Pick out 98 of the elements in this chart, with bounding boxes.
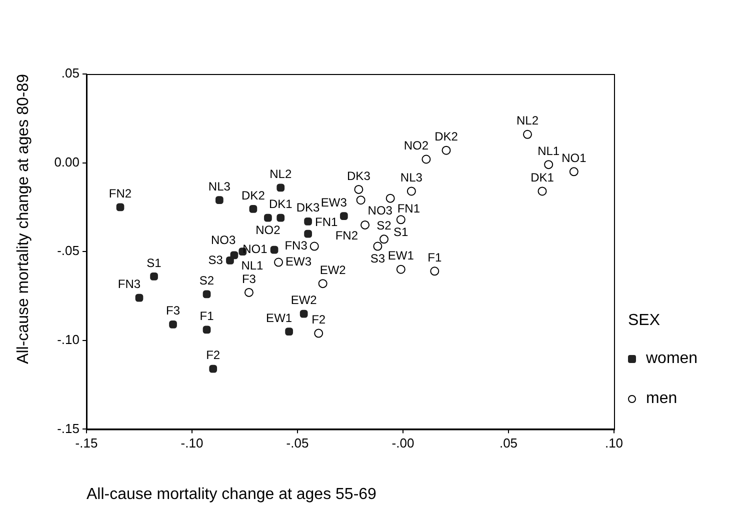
data-label: DK2 [434,130,458,144]
data-label: EW1 [388,248,414,263]
data-label: DK1 [530,170,554,185]
data-label: S1 [146,256,162,270]
data-label: EW2 [320,262,346,277]
point [270,246,278,254]
data-label: NL2 [270,166,292,181]
point [406,186,416,196]
point [202,326,211,334]
point [226,256,234,264]
point [569,167,578,176]
point [396,215,406,224]
data-label: NO2 [404,138,429,153]
point [318,279,328,288]
legend-label: women [646,350,698,368]
data-label: F3 [242,272,256,286]
y-tick-label: -.10 [57,332,80,347]
point [276,214,285,222]
point [380,234,389,244]
point [276,184,285,192]
point [304,217,312,226]
data-label: FN2 [335,228,358,242]
point [356,196,366,205]
point [544,160,554,170]
data-label: EW3 [286,254,312,269]
data-label: NL1 [538,144,560,158]
y-tick-label: -.15 [57,420,80,436]
point [538,186,547,196]
point [116,203,124,212]
data-label: NO3 [368,203,393,218]
point [216,196,224,204]
data-label: F2 [312,312,326,327]
data-label: DK3 [347,168,371,183]
data-label: EW1 [266,310,292,325]
data-label: NO1 [242,242,268,256]
data-label: S3 [208,252,224,267]
point [522,130,532,139]
point [209,364,218,373]
data-label: F3 [166,304,180,318]
y-tick-label: 0.00 [54,154,80,170]
data-label: DK3 [296,200,320,215]
data-label: DK1 [268,197,293,212]
data-label: FN3 [118,277,141,292]
point [310,242,319,251]
data-label: EW3 [320,195,348,210]
y-tick-label: .05 [61,66,80,81]
legend-label: men [646,390,678,408]
y-tick-label: -.05 [57,243,80,258]
x-tick-label: .10 [604,436,624,451]
point [360,220,370,230]
point [304,230,312,238]
data-label: FN2 [108,186,132,201]
data-label: EW2 [290,293,318,308]
data-label: F1 [200,309,214,324]
y-axis-title: All-cause mortality change at ages 80-89 [15,74,32,364]
x-tick-label: -.00 [392,436,414,451]
point [386,194,395,203]
point [202,290,211,298]
point [244,288,254,297]
point [373,242,382,251]
x-tick-label: -.05 [286,436,309,451]
point [285,328,293,336]
point [264,214,272,222]
data-label: NL1 [241,258,264,272]
point [150,272,158,280]
x-tick-label: -.10 [180,436,204,451]
data-label: NO2 [256,223,281,238]
point [430,266,440,276]
point [396,264,406,274]
data-label: NL3 [208,179,231,194]
point [314,328,324,338]
point [354,184,364,194]
data-label: NL3 [400,170,423,185]
point [135,294,144,302]
x-tick-label: .05 [499,436,518,451]
data-label: S2 [199,274,214,288]
x-tick-label: -.15 [75,436,98,451]
data-label: F2 [206,348,220,362]
point [442,146,451,155]
data-label: S2 [376,218,392,232]
point [274,258,284,267]
data-label: NL2 [516,114,539,128]
data-label: NO1 [562,150,587,165]
data-label: FN3 [284,238,308,253]
data-label: F1 [428,250,442,264]
data-label: S3 [370,252,386,266]
legend-title: SEX [628,312,662,330]
data-label: NO3 [210,232,236,247]
data-label: S1 [394,224,409,239]
point [249,205,258,213]
data-label: FN1 [397,202,420,216]
point [300,310,308,318]
point [340,212,348,220]
x-axis-title: All-cause mortality change at ages 55-69 [86,486,377,503]
point [169,320,177,328]
data-label: FN1 [315,215,338,230]
point [422,154,431,164]
data-label: DK2 [242,188,266,202]
